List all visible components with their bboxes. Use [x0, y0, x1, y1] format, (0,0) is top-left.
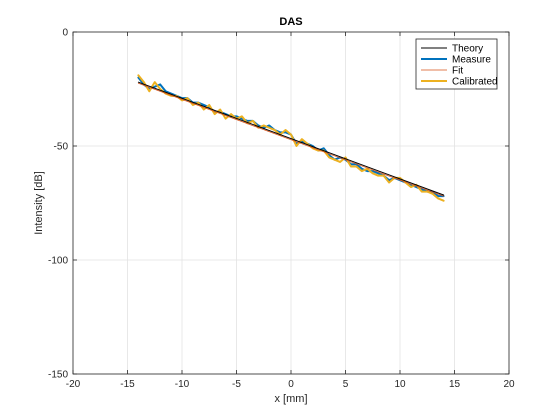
y-tick-label: -100 — [48, 256, 68, 267]
legend-label-measure: Measure — [452, 55, 491, 66]
x-tick-label: 5 — [343, 379, 349, 390]
y-tick-label: -150 — [48, 370, 68, 381]
x-tick-label: 20 — [503, 379, 515, 390]
x-axis-label: x [mm] — [275, 393, 308, 405]
x-tick-label: -5 — [232, 379, 241, 390]
tick-layer: -20 -15 -10 -5 0 5 10 15 200-50-100-150 — [48, 28, 515, 391]
y-axis-label: Intensity [dB] — [33, 171, 45, 235]
legend-label-fit: Fit — [452, 66, 463, 77]
series-line-calibrated — [137, 74, 445, 202]
x-tick-label: 15 — [449, 379, 461, 390]
x-tick-label: 0 — [288, 379, 294, 390]
x-tick-label: -20 — [66, 379, 81, 390]
y-tick-label: -50 — [54, 142, 69, 153]
x-tick-label: -10 — [175, 379, 190, 390]
x-tick-label: -15 — [120, 379, 135, 390]
legend-label-calibrated: Calibrated — [452, 77, 498, 88]
legend-label-theory: Theory — [452, 44, 483, 55]
series-line-fit — [137, 82, 445, 197]
series-layer — [137, 74, 445, 202]
series-line-theory — [137, 81, 445, 196]
x-tick-label: 10 — [394, 379, 406, 390]
chart-title: DAS — [279, 16, 302, 28]
y-tick-label: 0 — [62, 28, 68, 39]
